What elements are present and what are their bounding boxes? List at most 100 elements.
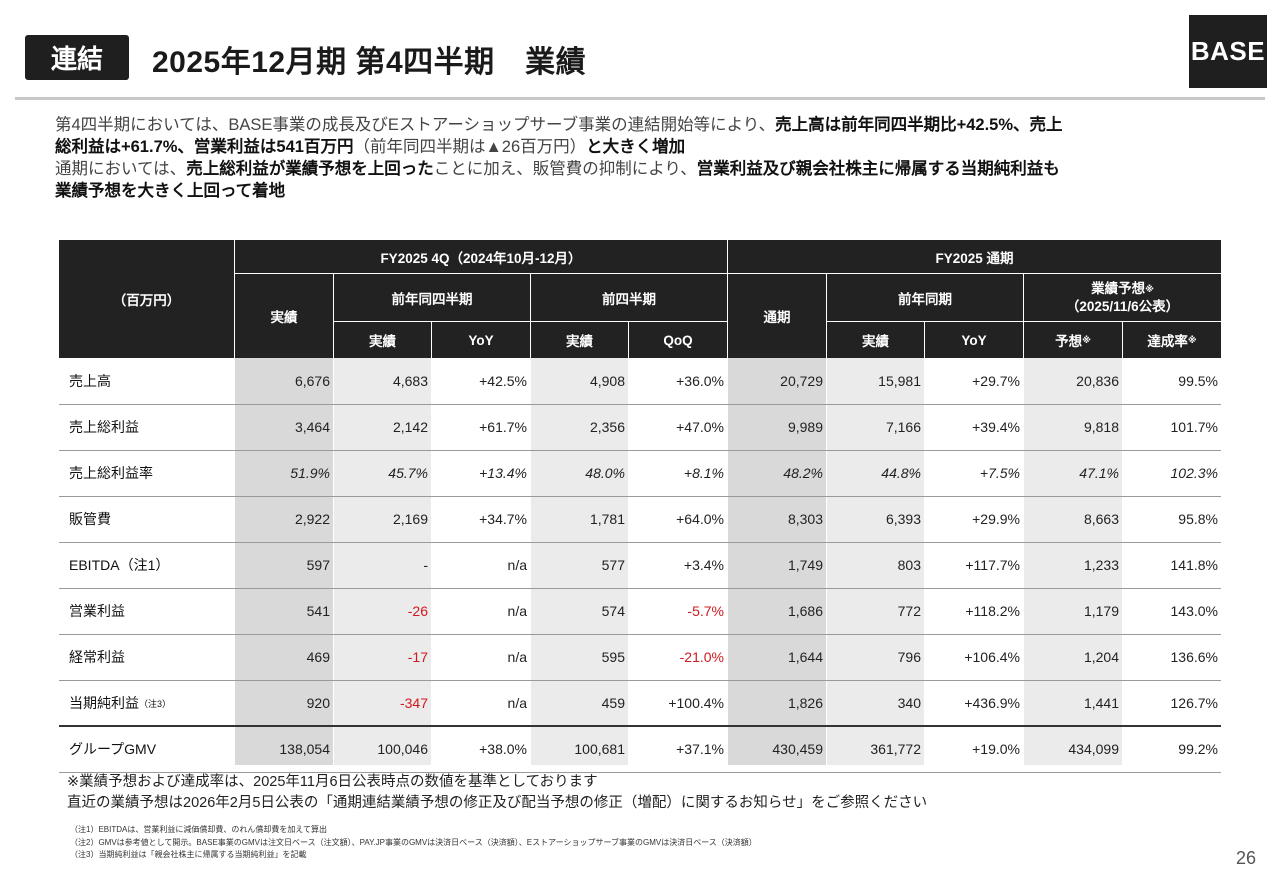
row-label: 販管費: [59, 496, 234, 542]
header-rule: [15, 97, 1265, 100]
table-cell: 1,204: [1083, 649, 1119, 665]
shade-fy-prev-col: [827, 358, 924, 765]
table-cell: 102.3%: [1170, 465, 1218, 481]
sub-forecast: 予想 ※: [1024, 322, 1122, 358]
row-label: 営業利益: [59, 588, 234, 634]
table-cell: n/a: [507, 695, 527, 711]
table-cell: 2,356: [589, 419, 625, 435]
table-cell: 2,142: [392, 419, 428, 435]
table-cell: 20,836: [1076, 373, 1119, 389]
row-divider: [59, 725, 1221, 727]
table-cell: 4,683: [392, 373, 428, 389]
shade-fy-col: [728, 358, 826, 765]
table-cell: +29.9%: [972, 511, 1020, 527]
row-label: EBITDA（注1）: [59, 542, 234, 588]
note-mark: ※: [1187, 334, 1197, 345]
row-label-text: 営業利益: [69, 603, 125, 619]
table-cell: n/a: [507, 557, 527, 573]
row-divider: [59, 496, 1221, 497]
row-divider: [59, 542, 1221, 543]
row-label-text: 当期純利益: [69, 695, 139, 711]
table-cell: +117.7%: [965, 557, 1020, 573]
sub-yoy-1: YoY: [432, 322, 530, 358]
prev-year-header: 前年同期: [827, 274, 1023, 321]
summary-l4: 業績予想を大きく上回って着地: [55, 182, 286, 200]
table-cell: +100.4%: [668, 695, 724, 711]
table-cell: 361,772: [870, 741, 921, 757]
row-label-text: 売上高: [69, 373, 111, 389]
footnotes: （注1）EBITDAは、営業利益に減価償却費、のれん償却費を加えて算出 （注2）…: [70, 824, 757, 862]
table-cell: 1,781: [589, 511, 625, 527]
row-label: 売上高: [59, 358, 234, 404]
sub-rate: 達成率 ※: [1123, 322, 1221, 358]
table-cell: -: [423, 557, 428, 573]
note-mark: ※: [1145, 283, 1154, 294]
table-cell: 126.7%: [1170, 695, 1218, 711]
table-cell: 44.8%: [881, 465, 921, 481]
row-label: 売上総利益: [59, 404, 234, 450]
table-cell: +42.5%: [479, 373, 527, 389]
table-cell: +38.0%: [479, 741, 527, 757]
sub-actual-3: 実績: [827, 322, 924, 358]
table-cell: 8,663: [1083, 511, 1119, 527]
sub-actual-1: 実績: [334, 322, 431, 358]
table-cell: 45.7%: [388, 465, 428, 481]
footnote-1: （注1）EBITDAは、営業利益に減価償却費、のれん償却費を加えて算出: [70, 825, 327, 834]
table-cell: 1,233: [1083, 557, 1119, 573]
sub-yoy-2: YoY: [925, 322, 1023, 358]
sub-rate-label: 達成率: [1147, 334, 1188, 349]
table-cell: 20,729: [780, 373, 823, 389]
row-divider: [59, 450, 1221, 451]
table-cell: 100,046: [377, 741, 428, 757]
table-cell: +8.1%: [683, 465, 724, 481]
table-cell: +436.9%: [964, 695, 1020, 711]
table-cell: +64.0%: [676, 511, 724, 527]
table-cell: 469: [306, 649, 330, 665]
table-cell: +61.7%: [479, 419, 527, 435]
page-title: 2025年12月期 第4四半期 業績: [152, 46, 587, 79]
table-cell: 48.2%: [783, 465, 823, 481]
unit-header: （百万円）: [59, 240, 234, 358]
row-divider: [59, 404, 1221, 405]
group-4q-header: FY2025 4Q（2024年10月-12月）: [235, 240, 727, 273]
forecast-date: （2025/11/6公表）: [1065, 298, 1180, 314]
summary-l1a: 第4四半期においては、BASE事業の成長及びEストアーショップサーブ事業の連結開…: [55, 116, 776, 134]
table-cell: +19.0%: [972, 741, 1020, 757]
table-cell: 1,686: [787, 603, 823, 619]
base-logo: BASE: [1189, 15, 1267, 88]
row-label-text: グループGMV: [69, 741, 157, 757]
row-label: グループGMV: [59, 726, 234, 772]
row-label: 経常利益: [59, 634, 234, 680]
summary-text: 第4四半期においては、BASE事業の成長及びEストアーショップサーブ事業の連結開…: [55, 114, 1225, 202]
table-cell: 1,644: [787, 649, 823, 665]
row-divider: [59, 772, 1221, 773]
table-cell: 51.9%: [290, 465, 330, 481]
table-cell: 138,054: [279, 741, 330, 757]
sub-forecast-label: 予想: [1055, 334, 1083, 349]
table-cell: 100,681: [574, 741, 625, 757]
note-mark: ※: [1082, 334, 1091, 345]
page-number: 26: [1236, 848, 1257, 868]
table-cell: 6,676: [294, 373, 330, 389]
table-cell: 1,826: [787, 695, 823, 711]
table-cell: n/a: [507, 649, 527, 665]
row-label-note: （注3）: [139, 698, 172, 709]
table-cell: 143.0%: [1170, 603, 1218, 619]
summary-l3a: 通期においては、: [55, 160, 187, 178]
table-cell: 920: [306, 695, 330, 711]
footnote-2: （注2）GMVは参考値として開示。BASE事業のGMVは注文日ベース（注文額）、…: [70, 837, 757, 847]
row-label-text: 売上総利益率: [69, 465, 153, 481]
table-cell: -5.7%: [687, 603, 724, 619]
sub-qoq: QoQ: [629, 322, 727, 358]
forecast-title: 業績予想: [1091, 280, 1146, 296]
table-cell: +118.2%: [965, 603, 1020, 619]
row-label-text: 経常利益: [69, 649, 125, 665]
table-cell: +7.5%: [979, 465, 1020, 481]
table-cell: +34.7%: [479, 511, 527, 527]
table-cell: 597: [306, 557, 330, 573]
table-cell: 9,989: [787, 419, 823, 435]
table-cell: +13.4%: [479, 465, 527, 481]
shade-prev-actual-col: [334, 358, 431, 765]
table-cell: 1,179: [1083, 603, 1119, 619]
table-cell: 595: [601, 649, 625, 665]
